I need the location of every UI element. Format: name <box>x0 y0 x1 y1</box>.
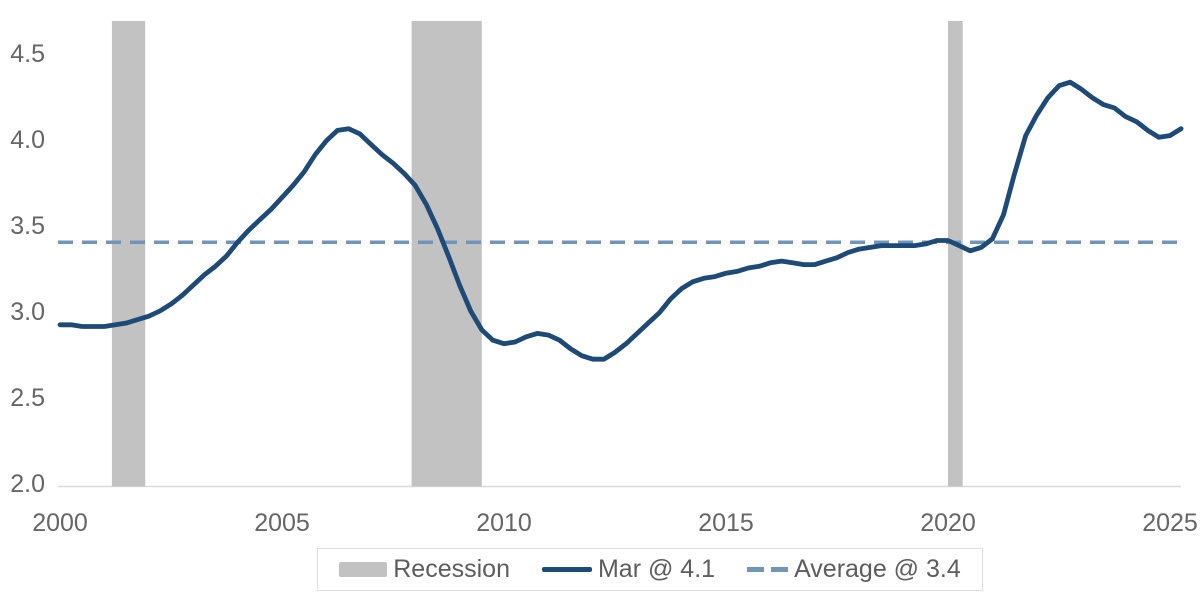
y-tick-label: 2.0 <box>10 470 45 498</box>
y-tick-label: 3.0 <box>10 298 45 326</box>
legend-item-series: Mar @ 4.1 <box>541 555 716 584</box>
legend-label-series: Mar @ 4.1 <box>597 555 716 583</box>
x-tick-label: 2020 <box>920 509 976 537</box>
y-tick-label: 2.5 <box>10 384 45 412</box>
average-line-swatch <box>747 567 789 572</box>
x-tick-label: 2010 <box>476 509 532 537</box>
recession-band <box>111 21 146 487</box>
y-tick-label: 4.5 <box>10 40 45 68</box>
legend-item-average: Average @ 3.4 <box>747 555 961 584</box>
x-tick-label: 2025 <box>1142 509 1198 537</box>
y-tick-label: 4.0 <box>10 126 45 154</box>
legend-item-recession: Recession <box>339 555 510 584</box>
recession-swatch <box>339 562 388 577</box>
chart-legend: Recession Mar @ 4.1 Average @ 3.4 <box>317 548 983 591</box>
recession-band <box>948 21 963 487</box>
x-tick-label: 2015 <box>698 509 754 537</box>
x-tick-label: 2000 <box>32 509 88 537</box>
legend-label-recession: Recession <box>393 555 510 583</box>
y-tick-label: 3.5 <box>10 212 45 240</box>
series-line-swatch <box>541 567 592 572</box>
legend-label-average: Average @ 3.4 <box>794 555 961 583</box>
series-line-mar <box>57 79 1184 362</box>
x-tick-label: 2005 <box>254 509 310 537</box>
